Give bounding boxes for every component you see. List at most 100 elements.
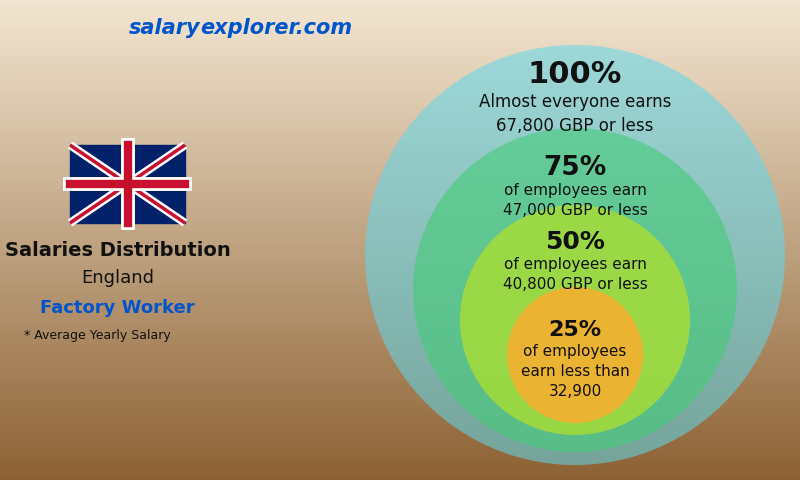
Bar — [0, 341, 800, 342]
Bar — [0, 167, 800, 168]
Bar — [0, 139, 800, 140]
Bar — [0, 414, 800, 415]
Bar — [0, 254, 800, 255]
Bar — [0, 477, 800, 478]
Bar — [0, 91, 800, 92]
Bar — [0, 382, 800, 383]
Bar — [0, 166, 800, 167]
Bar — [0, 467, 800, 468]
Bar — [0, 209, 800, 210]
Bar — [0, 26, 800, 27]
Bar — [0, 104, 800, 105]
Bar — [0, 33, 800, 34]
Bar — [0, 275, 800, 276]
Bar — [0, 397, 800, 398]
Bar — [0, 153, 800, 154]
Bar — [0, 377, 800, 378]
Bar — [0, 189, 800, 190]
Bar — [0, 22, 800, 23]
Bar — [0, 58, 800, 59]
Bar — [0, 329, 800, 330]
Bar — [0, 364, 800, 365]
Bar — [0, 256, 800, 257]
Bar — [0, 251, 800, 252]
Bar — [0, 98, 800, 99]
Bar — [0, 458, 800, 459]
Bar — [0, 302, 800, 303]
Bar — [0, 230, 800, 231]
Bar — [0, 183, 800, 184]
Bar — [0, 405, 800, 406]
Bar — [0, 447, 800, 448]
Bar — [0, 147, 800, 148]
Bar — [0, 276, 800, 277]
Bar — [0, 383, 800, 384]
Bar — [0, 182, 800, 183]
Bar — [0, 442, 800, 443]
Bar — [0, 260, 800, 261]
Bar — [0, 448, 800, 449]
Bar — [0, 331, 800, 332]
Bar — [0, 306, 800, 307]
Bar — [0, 194, 800, 195]
Bar — [0, 134, 800, 135]
Bar — [0, 248, 800, 249]
Bar — [0, 434, 800, 435]
Bar — [0, 77, 800, 78]
Bar — [0, 270, 800, 271]
Bar — [0, 312, 800, 313]
Bar — [0, 17, 800, 18]
Bar — [0, 117, 800, 118]
Bar — [0, 112, 800, 113]
Bar — [0, 184, 800, 185]
Bar — [0, 421, 800, 422]
Bar — [0, 212, 800, 213]
Bar — [0, 13, 800, 14]
Bar — [0, 160, 800, 161]
Bar — [0, 51, 800, 52]
Text: 75%: 75% — [543, 155, 606, 181]
Bar — [0, 352, 800, 353]
Bar — [0, 206, 800, 207]
Bar — [0, 0, 800, 1]
Bar — [0, 330, 800, 331]
Bar — [0, 413, 800, 414]
Bar — [0, 436, 800, 437]
Bar — [0, 223, 800, 224]
Bar — [0, 360, 800, 361]
Bar — [0, 367, 800, 368]
Bar — [0, 240, 800, 241]
Bar — [0, 133, 800, 134]
Bar — [0, 241, 800, 242]
Bar — [70, 145, 185, 223]
Bar — [0, 281, 800, 282]
Bar — [0, 44, 800, 45]
Bar — [0, 402, 800, 403]
Bar — [0, 398, 800, 399]
Bar — [0, 300, 800, 301]
Bar — [0, 304, 800, 305]
Bar — [0, 376, 800, 377]
Bar — [0, 439, 800, 440]
Bar — [0, 88, 800, 89]
Bar — [0, 309, 800, 310]
Bar — [0, 373, 800, 374]
Bar — [0, 45, 800, 46]
Bar — [0, 62, 800, 63]
Bar — [0, 39, 800, 40]
Bar — [0, 131, 800, 132]
Bar — [0, 32, 800, 33]
Bar — [0, 393, 800, 394]
Bar — [0, 357, 800, 358]
Bar — [0, 462, 800, 463]
Bar — [0, 326, 800, 327]
Text: 25%: 25% — [549, 320, 602, 340]
Bar — [0, 43, 800, 44]
Bar — [0, 351, 800, 352]
Bar — [0, 90, 800, 91]
Bar — [0, 102, 800, 103]
Bar — [0, 385, 800, 386]
Bar — [0, 105, 800, 106]
Bar — [0, 73, 800, 74]
Bar — [0, 343, 800, 344]
